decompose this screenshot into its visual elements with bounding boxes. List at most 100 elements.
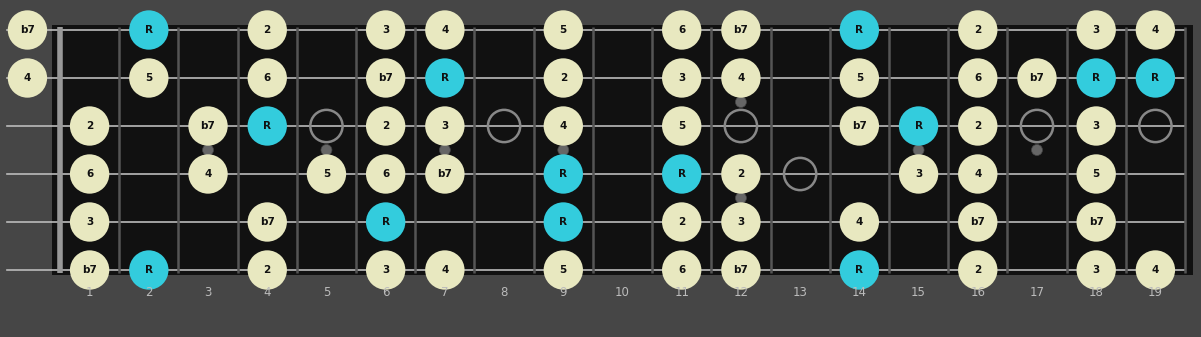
Text: b7: b7 — [970, 217, 985, 227]
Circle shape — [321, 145, 331, 155]
Text: R: R — [677, 169, 686, 179]
Circle shape — [130, 10, 168, 50]
Circle shape — [1076, 250, 1116, 290]
Text: R: R — [1152, 73, 1159, 83]
Text: b7: b7 — [437, 169, 453, 179]
Circle shape — [7, 10, 47, 50]
Text: 2: 2 — [737, 169, 745, 179]
Text: 6: 6 — [679, 25, 686, 35]
Circle shape — [735, 192, 746, 204]
Circle shape — [958, 250, 998, 290]
Circle shape — [839, 10, 879, 50]
Text: 6: 6 — [679, 265, 686, 275]
Circle shape — [1017, 58, 1057, 98]
Circle shape — [1076, 202, 1116, 242]
Circle shape — [189, 106, 228, 146]
Circle shape — [1076, 58, 1116, 98]
Circle shape — [1076, 106, 1116, 146]
Text: 1: 1 — [85, 285, 94, 299]
Text: 5: 5 — [679, 121, 686, 131]
Circle shape — [722, 58, 760, 98]
Text: b7: b7 — [734, 25, 748, 35]
Circle shape — [958, 154, 998, 194]
Text: 2: 2 — [560, 73, 567, 83]
Circle shape — [722, 10, 760, 50]
Circle shape — [662, 106, 701, 146]
FancyBboxPatch shape — [52, 25, 1193, 275]
Text: 4: 4 — [560, 121, 567, 131]
Text: 3: 3 — [382, 25, 389, 35]
Text: 9: 9 — [560, 285, 567, 299]
Text: R: R — [1092, 73, 1100, 83]
Circle shape — [898, 106, 938, 146]
Text: 3: 3 — [737, 217, 745, 227]
Text: b7: b7 — [259, 217, 275, 227]
Text: 3: 3 — [441, 121, 448, 131]
Text: 2: 2 — [974, 265, 981, 275]
Circle shape — [1032, 145, 1042, 155]
Circle shape — [1076, 154, 1116, 194]
Text: 4: 4 — [204, 169, 211, 179]
Circle shape — [440, 145, 450, 155]
Circle shape — [425, 154, 465, 194]
Text: 6: 6 — [974, 73, 981, 83]
Circle shape — [544, 250, 582, 290]
Circle shape — [1076, 10, 1116, 50]
Circle shape — [366, 58, 406, 98]
Circle shape — [662, 250, 701, 290]
Text: 3: 3 — [1093, 121, 1100, 131]
Circle shape — [247, 106, 287, 146]
Text: R: R — [855, 25, 864, 35]
Text: 3: 3 — [1093, 265, 1100, 275]
Circle shape — [544, 58, 582, 98]
Text: 4: 4 — [974, 169, 981, 179]
Circle shape — [839, 250, 879, 290]
Circle shape — [366, 10, 406, 50]
Text: 15: 15 — [912, 285, 926, 299]
Text: 5: 5 — [1093, 169, 1100, 179]
Text: 5: 5 — [323, 285, 330, 299]
Text: 2: 2 — [263, 265, 271, 275]
Circle shape — [247, 10, 287, 50]
Text: R: R — [441, 73, 449, 83]
Text: b7: b7 — [82, 265, 97, 275]
Text: 6: 6 — [382, 285, 389, 299]
Circle shape — [425, 250, 465, 290]
Text: 2: 2 — [679, 217, 686, 227]
Circle shape — [70, 250, 109, 290]
Text: 2: 2 — [145, 285, 153, 299]
Text: 4: 4 — [1152, 265, 1159, 275]
Circle shape — [898, 154, 938, 194]
Circle shape — [203, 145, 214, 155]
Text: 4: 4 — [441, 265, 448, 275]
Text: 2: 2 — [382, 121, 389, 131]
Circle shape — [958, 58, 998, 98]
Circle shape — [7, 58, 47, 98]
Circle shape — [722, 202, 760, 242]
Text: R: R — [560, 217, 567, 227]
Circle shape — [247, 250, 287, 290]
Text: 5: 5 — [856, 73, 864, 83]
Text: 16: 16 — [970, 285, 985, 299]
Text: R: R — [560, 169, 567, 179]
Text: 18: 18 — [1089, 285, 1104, 299]
Circle shape — [247, 58, 287, 98]
Text: 5: 5 — [145, 73, 153, 83]
Circle shape — [958, 202, 998, 242]
Circle shape — [913, 145, 924, 155]
Circle shape — [366, 154, 406, 194]
Circle shape — [130, 58, 168, 98]
Circle shape — [544, 10, 582, 50]
Circle shape — [306, 154, 346, 194]
Circle shape — [544, 106, 582, 146]
Text: R: R — [855, 265, 864, 275]
Circle shape — [247, 202, 287, 242]
Text: 14: 14 — [852, 285, 867, 299]
Circle shape — [662, 10, 701, 50]
Circle shape — [544, 202, 582, 242]
Circle shape — [839, 202, 879, 242]
Text: R: R — [914, 121, 922, 131]
Circle shape — [366, 250, 406, 290]
Text: R: R — [145, 265, 153, 275]
Text: 5: 5 — [560, 25, 567, 35]
